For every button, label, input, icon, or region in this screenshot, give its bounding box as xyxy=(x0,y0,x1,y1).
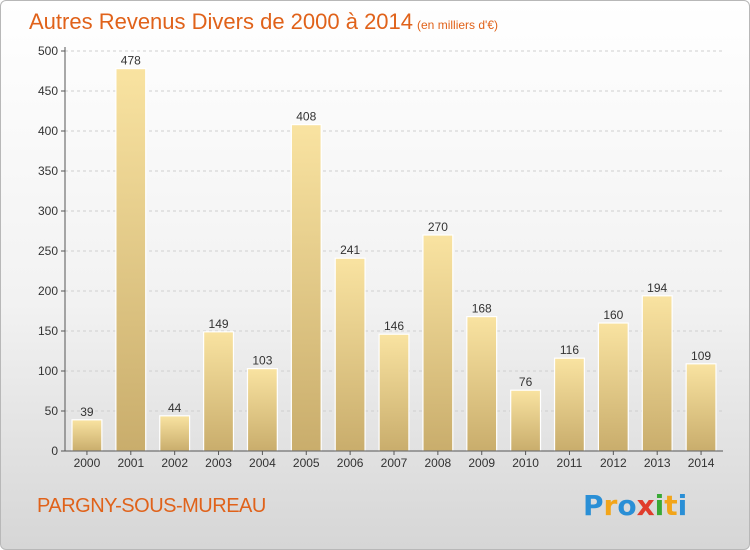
logo-letter: o xyxy=(617,489,637,522)
x-tick-label: 2004 xyxy=(249,456,276,470)
logo-letter: r xyxy=(603,489,618,522)
bar xyxy=(597,322,629,452)
x-tick-label: 2007 xyxy=(381,456,408,470)
x-tick-label: 2000 xyxy=(74,456,101,470)
y-tick-label: 0 xyxy=(51,444,58,458)
data-label: 103 xyxy=(252,354,272,368)
unit-note: (en milliers d'€) xyxy=(417,18,498,32)
x-tick-label: 2001 xyxy=(117,456,144,470)
x-tick-label: 2002 xyxy=(161,456,188,470)
proxiti-logo: Proxiti xyxy=(583,489,687,522)
x-tick-label: 2005 xyxy=(293,456,320,470)
bar xyxy=(246,368,278,452)
data-label: 39 xyxy=(80,405,94,419)
x-tick-label: 2010 xyxy=(512,456,539,470)
x-tick-label: 2009 xyxy=(468,456,495,470)
y-tick-label: 400 xyxy=(38,124,58,138)
bar xyxy=(334,257,366,452)
bar xyxy=(115,67,147,452)
y-tick-label: 150 xyxy=(38,324,58,338)
y-tick-label: 500 xyxy=(38,44,58,58)
x-tick-label: 2011 xyxy=(557,456,583,470)
x-tick-label: 2012 xyxy=(600,456,627,470)
x-tick-label: 2013 xyxy=(644,456,671,470)
bar xyxy=(685,363,717,452)
data-label: 241 xyxy=(340,243,360,257)
bar xyxy=(71,419,103,452)
bar xyxy=(641,295,673,452)
bar xyxy=(422,234,454,452)
data-label: 194 xyxy=(647,281,667,295)
data-label: 109 xyxy=(691,349,711,363)
data-label: 408 xyxy=(296,110,316,124)
bar xyxy=(466,316,498,452)
logo-letter: t xyxy=(664,489,678,522)
data-label: 270 xyxy=(428,220,448,234)
logo-letter: i xyxy=(654,489,665,522)
place-name: PARGNY-SOUS-MUREAU xyxy=(37,495,266,517)
data-label: 76 xyxy=(519,375,533,389)
y-tick-label: 250 xyxy=(38,244,58,258)
logo-letter: i xyxy=(677,489,688,522)
chart-title: Autres Revenus Divers de 2000 à 2014 (en … xyxy=(29,9,498,35)
y-tick-label: 350 xyxy=(38,164,58,178)
x-tick-label: 2014 xyxy=(688,456,715,470)
x-tick-label: 2006 xyxy=(337,456,364,470)
logo-letter: x xyxy=(636,489,655,522)
bar xyxy=(378,333,410,452)
data-label: 149 xyxy=(209,317,229,331)
logo-letter: P xyxy=(583,489,604,522)
y-tick-label: 50 xyxy=(45,404,59,418)
y-tick-label: 200 xyxy=(38,284,58,298)
data-label: 478 xyxy=(121,54,141,68)
y-tick-label: 300 xyxy=(38,204,58,218)
title-text: Autres Revenus Divers de 2000 à 2014 xyxy=(29,9,414,34)
y-tick-label: 100 xyxy=(38,364,58,378)
data-label: 168 xyxy=(472,302,492,316)
data-label: 160 xyxy=(603,308,623,322)
data-label: 146 xyxy=(384,319,404,333)
data-label: 116 xyxy=(560,343,579,357)
bar xyxy=(290,123,322,452)
y-tick-label: 450 xyxy=(38,84,58,98)
bar xyxy=(203,331,235,452)
bar xyxy=(553,357,585,452)
bar xyxy=(159,415,191,452)
data-label: 44 xyxy=(168,401,182,415)
x-tick-label: 2003 xyxy=(205,456,232,470)
bar xyxy=(510,389,542,452)
x-tick-label: 2008 xyxy=(425,456,452,470)
